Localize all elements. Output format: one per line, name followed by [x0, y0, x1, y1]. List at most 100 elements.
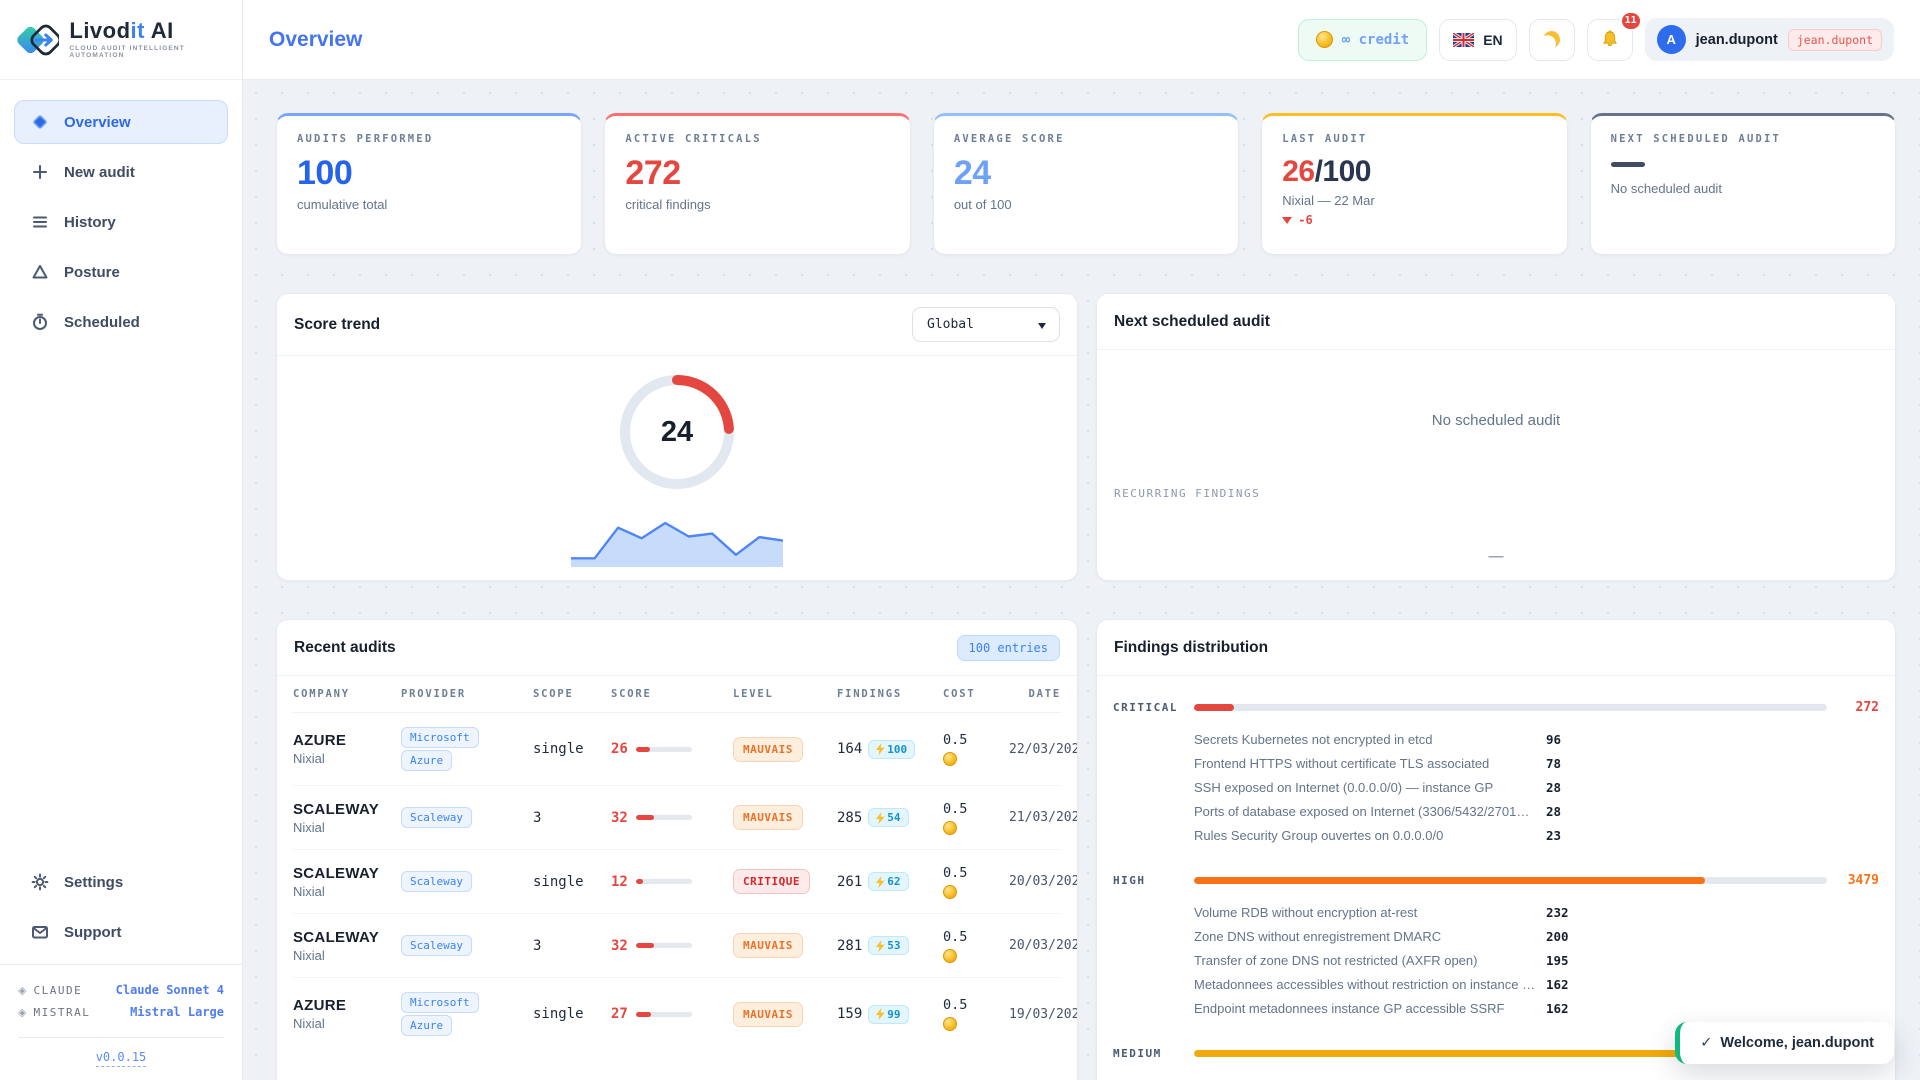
coin-icon — [943, 820, 957, 835]
sidebar-item-overview[interactable]: Overview — [14, 100, 228, 144]
table-row[interactable]: AZURE Nixial Microsoft Azure single 27 MA… — [293, 978, 1077, 1050]
col-score: SCORE — [611, 688, 652, 700]
user-name: jean.dupont — [1695, 31, 1778, 48]
scope-select[interactable]: Global — [912, 307, 1060, 342]
stat-value: 24 — [953, 154, 991, 192]
stat-card-audits-performed: AUDITS PERFORMED 100 cumulative total — [276, 113, 583, 255]
sidebar: Livodit AI CLOUD AUDIT INTELLIGENT AUTOM… — [0, 0, 243, 1080]
sidebar-item-settings[interactable]: Settings — [14, 860, 228, 904]
company-name: AZURE — [293, 997, 347, 1015]
score-cell: 12 — [611, 874, 729, 890]
divider — [0, 964, 242, 965]
scope-select-wrap: Global — [912, 307, 1060, 342]
score-delta: -6 — [1282, 213, 1546, 227]
header-actions: ∞ credit EN — [1297, 10, 1894, 61]
brand-text: Livodit AI CLOUD AUDIT INTELLIGENT AUTOM… — [69, 20, 226, 60]
sidebar-item-history[interactable]: History — [14, 200, 228, 244]
finding-item: Transfer of zone DNS not restricted (AXF… — [1194, 952, 1569, 968]
finding-item: Frontend HTTPS without certificate TLS a… — [1194, 755, 1562, 771]
finding-item: Secrets Kubernetes not encrypted in etcd… — [1194, 731, 1562, 747]
provider-badge: Microsoft Azure — [401, 992, 479, 1037]
sidebar-item-scheduled[interactable]: Scheduled — [14, 300, 228, 344]
cost-cell: 0.5 — [943, 801, 1005, 835]
company-name: AZURE — [293, 732, 347, 750]
empty-dash — [1610, 162, 1645, 167]
finding-item: Endpoint metadonnees instance GP accessi… — [1194, 1000, 1569, 1016]
score-cell: 26 — [611, 741, 729, 757]
version-link[interactable]: v0.0.15 — [95, 1050, 147, 1067]
coin-icon — [943, 1017, 957, 1032]
user-menu[interactable]: A jean.dupont jean.dupont — [1644, 18, 1894, 61]
diamond-icon — [33, 115, 47, 129]
stat-label: AUDITS PERFORMED — [297, 133, 434, 145]
finding-item: Zone DNS without enregistrement DMARC 200 — [1194, 928, 1569, 944]
stat-card-active-criticals: ACTIVE CRITICALS 272 critical findings — [604, 113, 911, 255]
toast-text: Welcome, jean.dupont — [1720, 1035, 1874, 1051]
findings-cell: 285 54 — [837, 808, 939, 828]
cost-cell: 0.5 — [943, 929, 1005, 963]
audit-date: 20/03/2026 — [1009, 938, 1077, 954]
sidebar-item-label: Overview — [64, 113, 131, 131]
model-diamond-icon: ◈ — [18, 1005, 27, 1019]
findings-cell: 281 53 — [837, 936, 939, 956]
stat-sub: cumulative total — [297, 197, 388, 213]
table-row[interactable]: AZURE Nixial Microsoft Azure single 26 MA… — [293, 713, 1077, 787]
main-area: Overview ∞ credit EN — [243, 0, 1920, 1080]
panel-title: Next scheduled audit — [1114, 312, 1270, 330]
col-company: COMPANY — [293, 688, 350, 700]
stat-card-last-audit: LAST AUDIT 26/100 Nixial — 22 Mar -6 — [1261, 113, 1568, 255]
clock-icon — [33, 313, 47, 330]
no-scheduled-text: No scheduled audit — [1431, 412, 1561, 429]
entries-badge: 100 entries — [956, 634, 1060, 661]
level-badge: MAUVAIS — [733, 805, 803, 831]
score-sparkline — [571, 515, 784, 572]
findings-cell: 261 62 — [837, 872, 939, 892]
stat-card-average-score: AVERAGE SCORE 24 out of 100 — [932, 113, 1240, 255]
stat-sub: No scheduled audit — [1610, 181, 1722, 196]
model-diamond-icon: ◈ — [18, 983, 27, 997]
sidebar-nav: Overview New audit History Posture Sched… — [0, 80, 242, 854]
cost-cell: 0.5 — [943, 865, 1005, 899]
cost-cell: 0.5 — [943, 732, 1005, 767]
company-org: Nixial — [293, 751, 325, 767]
recurring-empty-dash: — — [1488, 548, 1504, 565]
col-provider: PROVIDER — [401, 688, 466, 700]
model-value[interactable]: Mistral Large — [130, 1005, 224, 1019]
stat-label: NEXT SCHEDULED AUDIT — [1610, 133, 1782, 145]
score-cell: 32 — [611, 938, 729, 954]
sidebar-item-label: Support — [64, 923, 122, 941]
col-level: LEVEL — [733, 688, 774, 700]
triangle-icon — [32, 265, 48, 279]
stat-sub: Nixial — 22 Mar — [1282, 193, 1375, 208]
notifications-button[interactable]: 11 — [1586, 10, 1642, 61]
level-badge: MAUVAIS — [733, 1001, 803, 1027]
table-row[interactable]: SCALEWAY Nixial Scaleway 3 32 MAUVAIS 285… — [293, 786, 1077, 851]
stat-label: AVERAGE SCORE — [953, 133, 1065, 145]
credit-button[interactable]: ∞ credit — [1297, 18, 1428, 61]
theme-toggle-button[interactable] — [1528, 18, 1575, 61]
language-label: EN — [1483, 31, 1503, 48]
findings-cell: 159 99 — [837, 1004, 939, 1024]
sidebar-item-new-audit[interactable]: New audit — [14, 150, 228, 194]
sidebar-item-label: Posture — [64, 263, 120, 281]
sidebar-item-label: Scheduled — [64, 313, 140, 331]
coin-icon — [943, 752, 957, 767]
sparkline-fill — [571, 523, 783, 567]
panel-title: Findings distribution — [1114, 638, 1269, 656]
model-value[interactable]: Claude Sonnet 4 — [115, 983, 224, 997]
audit-date: 20/03/2026 — [1009, 874, 1077, 890]
recent-audits-table: COMPANY PROVIDER SCOPE SCORE LEVEL FINDI… — [277, 676, 1077, 1050]
brand[interactable]: Livodit AI CLOUD AUDIT INTELLIGENT AUTOM… — [0, 0, 242, 80]
avatar: A — [1656, 25, 1686, 54]
gauge-arc — [620, 375, 734, 489]
company-name: SCALEWAY — [293, 864, 380, 882]
stats-row: AUDITS PERFORMED 100 cumulative total AC… — [276, 113, 1897, 255]
sidebar-item-support[interactable]: Support — [14, 910, 228, 954]
table-row[interactable]: SCALEWAY Nixial Scaleway 3 32 MAUVAIS 281… — [293, 914, 1077, 979]
model-row-claude: ◈ CLAUDE Claude Sonnet 4 — [0, 979, 242, 1001]
score-trend-panel: Score trend Global — [276, 293, 1078, 581]
next-audit-panel: Next scheduled audit No scheduled audit … — [1096, 293, 1896, 581]
language-button[interactable]: EN — [1439, 18, 1517, 61]
sidebar-item-posture[interactable]: Posture — [14, 250, 228, 294]
table-row[interactable]: SCALEWAY Nixial Scaleway single 12 CRITIQ… — [293, 850, 1077, 915]
